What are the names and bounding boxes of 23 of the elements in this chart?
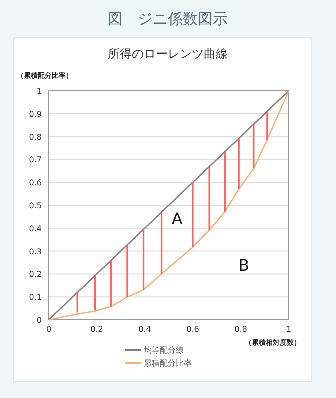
- chart-subtitle: 所得のローレンツ曲線: [108, 47, 228, 61]
- legend-label: 均等配分線: [143, 346, 184, 355]
- x-tick-label: 0: [46, 325, 52, 334]
- x-tick-label: 0.2: [90, 325, 104, 334]
- x-tick-label: 0.8: [234, 325, 248, 334]
- y-tick-label: 0.5: [29, 202, 42, 210]
- chart-title: 図 ジニ係数図示: [108, 10, 228, 28]
- x-tick-label: 0.6: [186, 325, 200, 334]
- y-tick-label: 0.7: [29, 156, 42, 165]
- y-tick-label: 0: [36, 316, 42, 325]
- legend-label: 累積配分比率: [144, 359, 192, 368]
- y-tick-label: 0.2: [29, 270, 42, 280]
- y-tick-label: 1: [36, 87, 42, 96]
- y-tick-label: 0.1: [29, 293, 42, 302]
- annotation: B: [238, 256, 250, 276]
- y-tick-label: 0.4: [29, 224, 42, 234]
- annotation: A: [172, 210, 183, 229]
- y-tick-label: 0.8: [29, 132, 42, 142]
- x-tick-label: 0.4: [138, 325, 152, 334]
- y-tick-label: 0.9: [29, 110, 42, 119]
- x-tick-label: 1: [286, 325, 292, 334]
- y-tick-label: 0.6: [29, 178, 42, 188]
- y-tick-label: 0.3: [29, 247, 42, 256]
